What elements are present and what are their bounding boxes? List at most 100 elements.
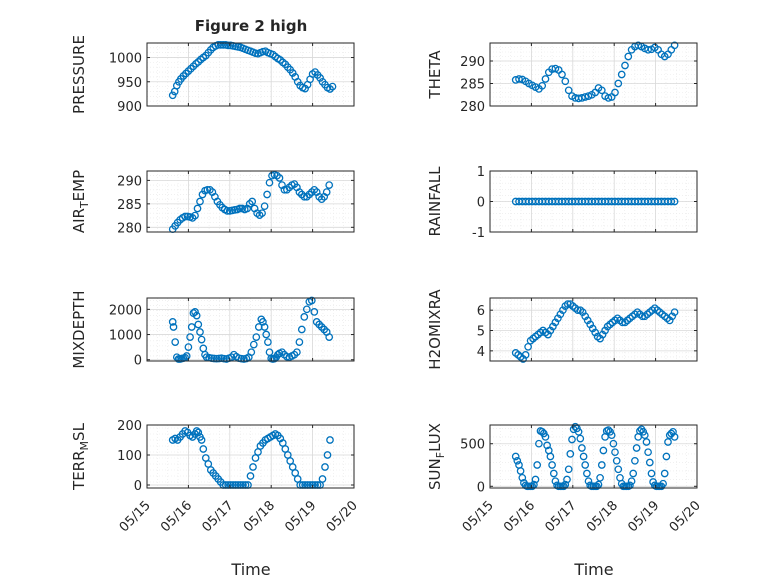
- data-point: [322, 188, 331, 196]
- data-point: [636, 427, 644, 435]
- data-point: [621, 61, 629, 70]
- figure-title: Figure 2 high: [195, 17, 308, 35]
- data-point: [583, 469, 591, 478]
- data-point: [191, 308, 199, 316]
- y-axis-label: H2OMIXRA: [426, 289, 444, 370]
- data-point: [193, 204, 202, 213]
- data-point: [604, 94, 613, 102]
- data-point: [310, 308, 319, 316]
- data-point: [295, 188, 304, 196]
- y-axis-label: PRESSURE: [70, 35, 88, 114]
- data-point: [644, 45, 652, 54]
- data-point: [609, 439, 618, 448]
- data-point: [182, 352, 191, 360]
- data-point: [642, 438, 651, 446]
- axes-box: [489, 424, 698, 489]
- data-point: [316, 74, 324, 82]
- data-point: [573, 306, 582, 315]
- data-point: [597, 86, 606, 95]
- data-point: [511, 452, 520, 461]
- data-point: [293, 77, 302, 86]
- data-point: [614, 79, 623, 88]
- data-point: [549, 469, 558, 478]
- data-point: [591, 328, 600, 337]
- data-point: [578, 444, 586, 452]
- data-point: [260, 202, 269, 211]
- data-point: [196, 328, 204, 336]
- axes-box: [146, 297, 355, 362]
- data-point: [521, 351, 530, 359]
- data-point: [258, 209, 266, 218]
- data-point: [325, 181, 334, 189]
- data-point: [670, 197, 679, 206]
- y-tick-label: -1: [472, 226, 485, 241]
- data-point: [626, 481, 634, 490]
- data-point: [194, 428, 203, 437]
- data-point: [541, 75, 550, 83]
- data-point: [548, 461, 556, 469]
- data-point: [627, 477, 636, 486]
- data-point: [310, 185, 319, 194]
- axes-box: [146, 42, 355, 107]
- data-point: [252, 333, 261, 341]
- data-point: [599, 446, 608, 455]
- data-point: [169, 323, 178, 331]
- data-point: [564, 86, 573, 95]
- data-point: [632, 444, 641, 452]
- data-point: [214, 41, 223, 49]
- y-tick-label: 0: [477, 196, 485, 211]
- y-tick-label: 0: [134, 479, 142, 494]
- data-point: [249, 463, 257, 471]
- data-point: [206, 45, 215, 54]
- axes-box: [146, 170, 355, 233]
- data-point: [543, 441, 551, 450]
- data-point: [592, 482, 601, 491]
- data-point: [579, 452, 588, 461]
- data-point: [597, 461, 606, 469]
- data-point: [187, 323, 196, 331]
- y-tick-label: 5: [477, 325, 485, 340]
- y-tick-label: 1000: [109, 52, 142, 67]
- data-point: [596, 473, 604, 482]
- y-tick-label: 100: [117, 449, 142, 464]
- data-point: [607, 431, 616, 440]
- data-point: [219, 41, 228, 49]
- y-tick-label: 900: [117, 100, 142, 115]
- data-point: [611, 448, 619, 457]
- data-point: [515, 75, 523, 83]
- data-point: [168, 91, 177, 100]
- data-point: [192, 427, 201, 435]
- data-point: [546, 452, 555, 461]
- data-point: [216, 41, 225, 49]
- axes-box: [489, 42, 698, 107]
- data-point: [638, 312, 647, 321]
- data-point: [260, 323, 269, 331]
- data-point: [210, 354, 218, 363]
- y-tick-label: 6: [477, 304, 485, 319]
- data-point: [307, 296, 316, 305]
- data-point: [518, 473, 527, 482]
- data-point: [168, 318, 177, 326]
- data-point: [561, 77, 570, 86]
- data-point: [576, 434, 585, 443]
- data-point: [172, 81, 181, 90]
- data-point: [186, 333, 194, 341]
- data-point: [533, 461, 542, 469]
- data-point: [325, 333, 334, 341]
- data-point: [246, 472, 255, 480]
- data-point: [581, 461, 590, 469]
- data-point: [181, 212, 189, 221]
- subplot-theta: 280 285 290 THETA: [426, 41, 698, 115]
- data-point: [528, 482, 537, 491]
- data-point: [538, 81, 547, 90]
- data-point: [662, 452, 671, 461]
- data-point: [611, 88, 619, 97]
- data-point: [198, 190, 207, 199]
- data-point: [670, 308, 679, 317]
- data-point: [264, 338, 272, 346]
- data-point: [326, 436, 334, 444]
- data-point: [581, 93, 590, 101]
- data-point: [199, 445, 208, 453]
